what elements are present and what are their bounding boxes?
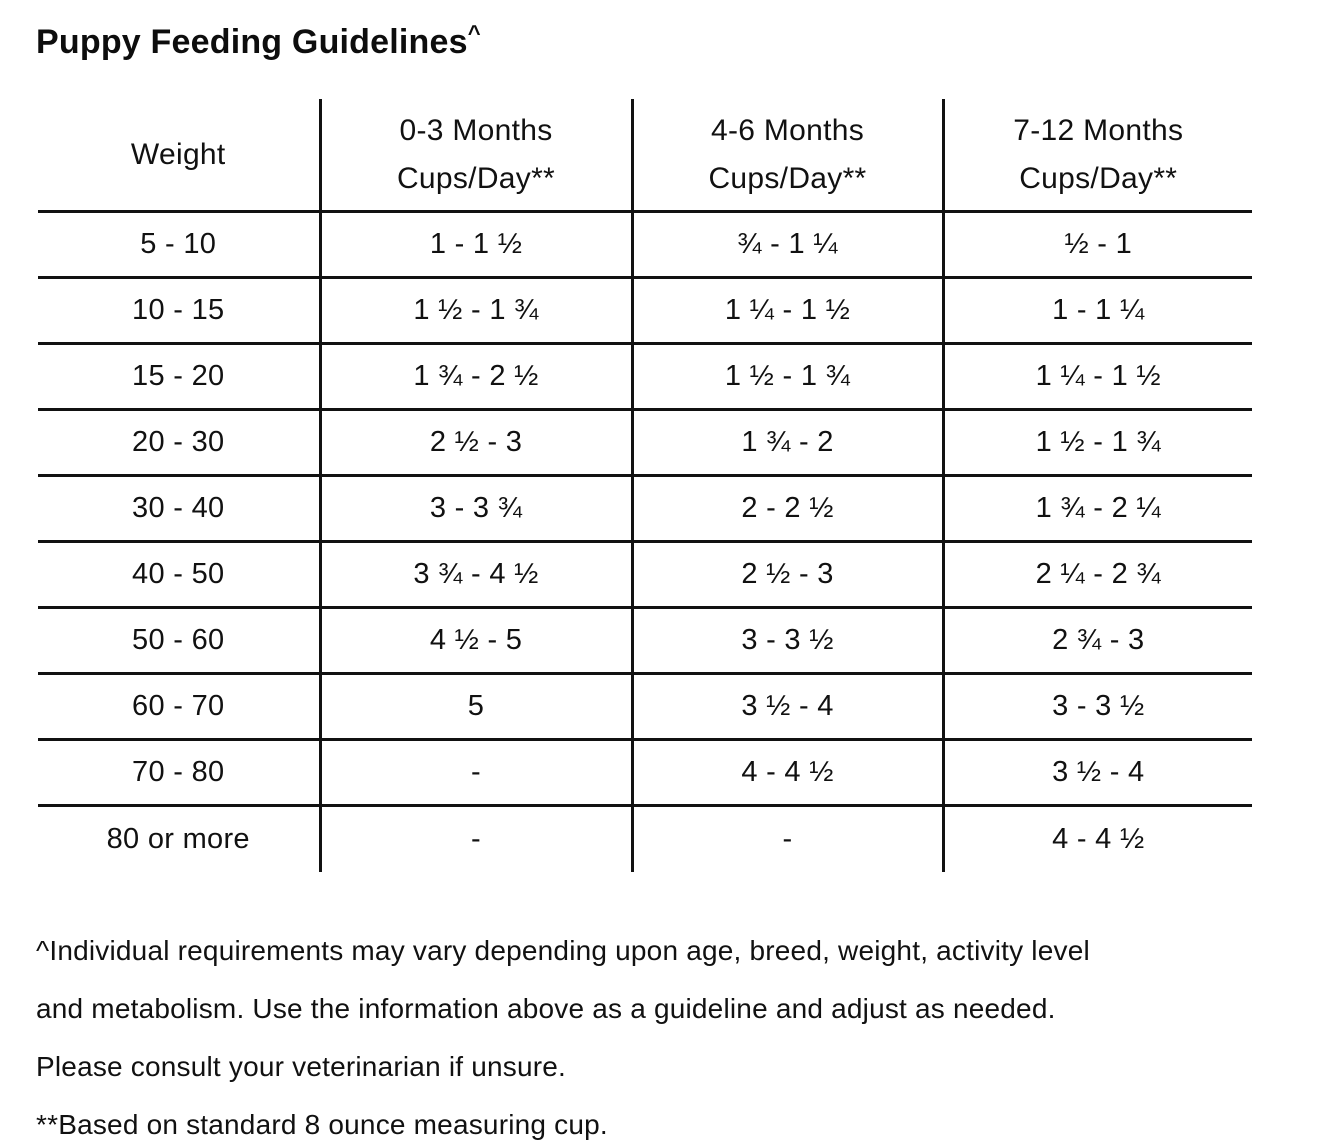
cups-0-3-cell: 2 ½ - 3 (320, 409, 634, 478)
cups-0-3-cell: 4 ½ - 5 (320, 607, 634, 676)
page-title: Puppy Feeding Guidelines^ (36, 20, 1320, 66)
column-header-weight: Weight (38, 98, 322, 214)
cups-4-6-cell: 3 ½ - 4 (632, 673, 945, 742)
cups-4-6-cell: 1 ¼ - 1 ½ (632, 277, 945, 346)
column-header-weight-label: Weight (130, 137, 226, 171)
weight-cell: 80 or more (38, 805, 322, 872)
cups-4-6-cell: 2 - 2 ½ (632, 475, 945, 544)
weight-cell: 5 - 10 (38, 211, 322, 280)
weight-cell: 50 - 60 (38, 607, 322, 676)
table-row: 10 - 15 1 ½ - 1 ¾ 1 ¼ - 1 ½ 1 - 1 ¼ (38, 277, 1252, 346)
weight-cell: 10 - 15 (38, 277, 322, 346)
cups-7-12-cell: ½ - 1 (943, 211, 1252, 280)
cups-4-6-cell: ¾ - 1 ¼ (632, 211, 945, 280)
cups-0-3-cell: 5 (320, 673, 634, 742)
cups-7-12-cell: 2 ¼ - 2 ¾ (943, 541, 1252, 610)
cups-7-12-cell: 2 ¾ - 3 (943, 607, 1252, 676)
weight-cell: 15 - 20 (38, 343, 322, 412)
cups-7-12-cell: 1 ½ - 1 ¾ (943, 409, 1252, 478)
table-row: 30 - 40 3 - 3 ¾ 2 - 2 ½ 1 ¾ - 2 ¼ (38, 475, 1252, 544)
cups-4-6-cell: 3 - 3 ½ (632, 607, 945, 676)
header-row: Weight 0-3 Months Cups/Day** 4-6 Months … (38, 98, 1252, 214)
table-row: 40 - 50 3 ¾ - 4 ½ 2 ½ - 3 2 ¼ - 2 ¾ (38, 541, 1252, 610)
weight-cell: 60 - 70 (38, 673, 322, 742)
table-row: 80 or more - - 4 - 4 ½ (38, 805, 1252, 872)
cups-0-3-cell: - (320, 739, 634, 808)
column-header-7-12-months: 7-12 Months Cups/Day** (943, 98, 1252, 214)
weight-cell: 30 - 40 (38, 475, 322, 544)
table-row: 70 - 80 - 4 - 4 ½ 3 ½ - 4 (38, 739, 1252, 808)
table-row: 20 - 30 2 ½ - 3 1 ¾ - 2 1 ½ - 1 ¾ (38, 409, 1252, 478)
weight-cell: 40 - 50 (38, 541, 322, 610)
cups-0-3-cell: 3 ¾ - 4 ½ (320, 541, 634, 610)
weight-cell: 20 - 30 (38, 409, 322, 478)
column-header-0-3-months-sublabel: Cups/Day** (396, 161, 556, 195)
cups-7-12-cell: 1 ¾ - 2 ¼ (943, 475, 1252, 544)
cups-4-6-cell: 2 ½ - 3 (632, 541, 945, 610)
table-row: 50 - 60 4 ½ - 5 3 - 3 ½ 2 ¾ - 3 (38, 607, 1252, 676)
puppy-feeding-guidelines-page: Puppy Feeding Guidelines^ Weight 0-3 Mon… (0, 20, 1320, 1148)
footnotes: ^Individual requirements may vary depend… (36, 922, 1320, 1148)
cups-0-3-cell: 1 ¾ - 2 ½ (320, 343, 634, 412)
footnote-individual-requirements-line-1: ^Individual requirements may vary depend… (36, 934, 1090, 966)
cups-4-6-cell: 1 ½ - 1 ¾ (632, 343, 945, 412)
cups-7-12-cell: 3 ½ - 4 (943, 739, 1252, 808)
column-header-4-6-months-sublabel: Cups/Day** (708, 161, 867, 195)
column-header-4-6-months-label: 4-6 Months (710, 113, 865, 147)
cups-7-12-cell: 4 - 4 ½ (1052, 823, 1145, 856)
page-title-text: Puppy Feeding Guidelines (36, 23, 468, 61)
column-header-0-3-months: 0-3 Months Cups/Day** (320, 98, 634, 214)
table-row: 60 - 70 5 3 ½ - 4 3 - 3 ½ (38, 673, 1252, 742)
cups-0-3-cell: - (320, 805, 634, 872)
weight-cell: 70 - 80 (38, 739, 322, 808)
feeding-guidelines-table: Weight 0-3 Months Cups/Day** 4-6 Months … (38, 98, 1252, 872)
table-row: 15 - 20 1 ¾ - 2 ½ 1 ½ - 1 ¾ 1 ¼ - 1 ½ (38, 343, 1252, 412)
column-header-0-3-months-label: 0-3 Months (399, 113, 553, 147)
page-title-superscript: ^ (467, 20, 481, 46)
footnote-individual-requirements-line-3: Please consult your veterinarian if unsu… (36, 1050, 566, 1082)
cups-0-3-cell: 3 - 3 ¾ (320, 475, 634, 544)
cups-7-12-cell: 3 - 3 ½ (943, 673, 1252, 742)
cups-7-12-cell: 1 - 1 ¼ (943, 277, 1252, 346)
table-row: 5 - 10 1 - 1 ½ ¾ - 1 ¼ ½ - 1 (38, 211, 1252, 280)
cups-4-6-cell: 4 - 4 ½ (632, 739, 945, 808)
cups-4-6-cell: 1 ¾ - 2 (632, 409, 945, 478)
column-header-7-12-months-label: 7-12 Months (1013, 113, 1184, 147)
footnote-individual-requirements-line-2: and metabolism. Use the information abov… (36, 992, 1056, 1024)
cups-0-3-cell: 1 - 1 ½ (320, 211, 634, 280)
cups-0-3-cell: 1 ½ - 1 ¾ (320, 277, 634, 346)
column-header-4-6-months: 4-6 Months Cups/Day** (632, 98, 945, 214)
cups-4-6-cell: - (632, 805, 945, 872)
footnote-measuring-cup: **Based on standard 8 ounce measuring cu… (36, 1108, 608, 1140)
cups-7-12-cell: 1 ¼ - 1 ½ (943, 343, 1252, 412)
column-header-7-12-months-sublabel: Cups/Day** (1019, 161, 1178, 195)
